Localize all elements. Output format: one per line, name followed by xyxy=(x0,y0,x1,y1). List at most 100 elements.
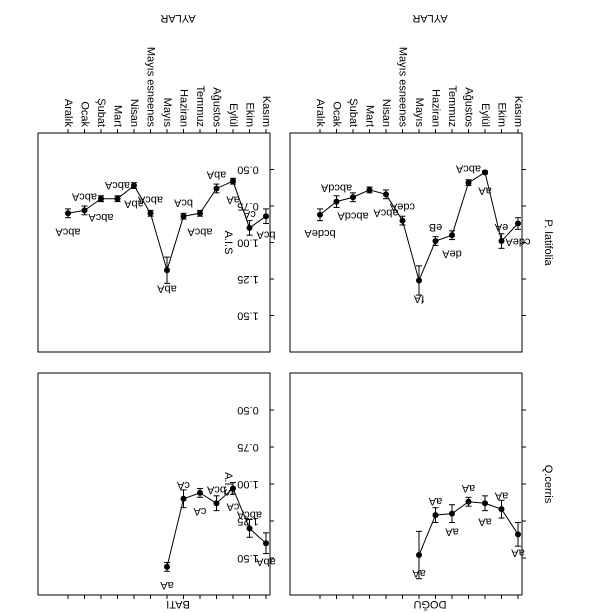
group-letter: aA xyxy=(412,567,426,579)
point xyxy=(399,217,406,224)
point xyxy=(98,195,104,202)
x-tick-label: Ağustos xyxy=(463,87,475,127)
group-letter: abA xyxy=(256,555,276,567)
group-letter: aA xyxy=(478,515,492,527)
point xyxy=(114,195,121,202)
x-tick-label: Mayıs xyxy=(161,98,173,128)
group-letter: eA xyxy=(494,221,508,233)
x-tick-label: Ekim xyxy=(244,103,256,127)
panel-frame xyxy=(289,132,523,353)
group-letter: aA xyxy=(511,546,525,558)
point xyxy=(164,267,170,274)
group-letter: abcA xyxy=(88,211,114,223)
x-axis-title: AYLAR xyxy=(412,12,447,24)
point xyxy=(498,238,505,245)
group-letter: abcA xyxy=(137,193,163,205)
group-letter: aA xyxy=(160,579,174,591)
point xyxy=(515,531,521,538)
group-letter: aA xyxy=(494,489,508,501)
column-strip: DOĞU xyxy=(413,598,446,611)
group-letter: cdeA xyxy=(389,201,415,213)
point xyxy=(449,232,455,239)
x-tick-label: Mayıs xyxy=(413,98,425,128)
x-tick-label: Aralık xyxy=(62,99,74,128)
point xyxy=(333,198,340,205)
point xyxy=(197,210,203,217)
group-letter: abA xyxy=(206,169,226,181)
y-tick-label: 0.75 xyxy=(237,441,258,453)
group-letter: abA xyxy=(124,198,144,210)
x-tick-label: Kasım xyxy=(512,96,524,127)
x-tick-label: Mayıs esneenes xyxy=(145,47,157,128)
group-letter: abcA xyxy=(104,179,130,191)
x-tick-label: Şubat xyxy=(347,98,359,127)
row-strip: Q.cerris xyxy=(542,465,554,504)
point xyxy=(498,506,505,513)
point xyxy=(131,182,137,189)
column-strip: BATI xyxy=(166,598,190,610)
y-tick-label: 1.00 xyxy=(237,237,258,249)
x-tick-label: Eylül xyxy=(479,103,491,127)
group-letter: abcdA xyxy=(320,182,352,194)
point xyxy=(230,485,236,492)
group-letter: fA xyxy=(413,293,424,305)
group-letter: abcA xyxy=(236,508,262,520)
group-letter: bcA xyxy=(173,196,193,208)
point xyxy=(246,224,253,231)
group-letter: cdeA xyxy=(505,236,531,248)
point xyxy=(482,169,488,176)
point xyxy=(246,525,253,532)
x-tick-label: Ekim xyxy=(496,103,508,127)
y-tick-label: 0.50 xyxy=(237,404,258,416)
point xyxy=(147,210,154,217)
point xyxy=(213,500,220,507)
row-strip: P. latifolia xyxy=(542,219,554,266)
x-tick-label: Haziran xyxy=(430,89,442,127)
group-letter: abcA xyxy=(455,163,481,175)
group-letter: cA xyxy=(226,501,240,513)
point xyxy=(230,178,236,185)
x-tick-label: Şubat xyxy=(95,98,107,127)
x-tick-label: Nisan xyxy=(380,99,392,127)
group-letter: abcA xyxy=(187,225,213,237)
group-letter: eB xyxy=(429,221,442,233)
point xyxy=(263,540,269,547)
point xyxy=(465,179,472,186)
point xyxy=(416,552,422,559)
y-tick-label: 1.25 xyxy=(237,515,258,527)
x-tick-label: Aralık xyxy=(314,99,326,128)
point xyxy=(350,194,356,201)
group-letter: aA xyxy=(428,495,442,507)
x-tick-label: Mayıs esneenes xyxy=(397,47,409,128)
group-letter: aA xyxy=(461,482,475,494)
point xyxy=(213,185,220,192)
point xyxy=(180,213,187,220)
point xyxy=(164,563,170,570)
point xyxy=(432,238,439,245)
group-letter: abcdA xyxy=(337,209,369,221)
point xyxy=(65,210,71,217)
x-tick-label: Temmuz xyxy=(446,85,458,127)
x-tick-label: Ağustos xyxy=(211,87,223,127)
y-axis-title: A.I.S xyxy=(222,231,234,255)
x-axis-title: AYLAR xyxy=(160,12,195,24)
point xyxy=(366,186,373,193)
x-tick-label: Haziran xyxy=(178,89,190,127)
group-letter: abcA xyxy=(71,190,97,202)
point xyxy=(180,495,187,502)
x-tick-label: Ocak xyxy=(79,101,91,127)
group-letter: cA xyxy=(193,505,207,517)
panel-frame xyxy=(37,132,271,353)
point xyxy=(432,512,439,519)
point xyxy=(465,498,472,505)
y-tick-label: 1.50 xyxy=(237,552,258,564)
group-letter: cA xyxy=(176,479,190,491)
x-tick-label: Mart xyxy=(364,105,376,127)
x-tick-label: Kasım xyxy=(260,96,272,127)
group-letter: bcA xyxy=(256,228,276,240)
group-letter: aA xyxy=(478,185,492,197)
point xyxy=(449,510,455,517)
group-letter: deA xyxy=(442,247,462,259)
point xyxy=(263,213,269,220)
x-tick-label: Nisan xyxy=(128,99,140,127)
